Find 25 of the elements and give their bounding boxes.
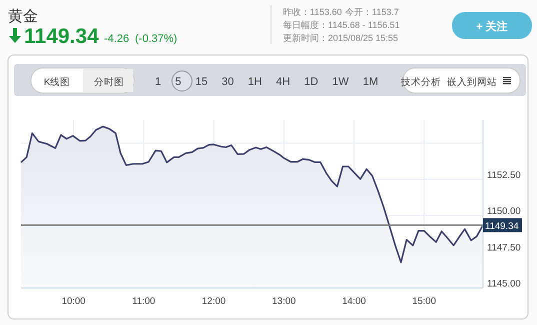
text: 更新时间：2015/08/25 15:55 [283, 33, 398, 43]
text: -4.26 [104, 33, 130, 45]
x-tick-label: 13:00 [272, 296, 296, 307]
text: 1 5 15 30 1H 4H 1D 1W 1M [155, 76, 378, 88]
x-tick-label: 10:00 [62, 296, 86, 307]
y-tick-label: 1147.50 [487, 242, 521, 254]
text: 技术分析 [400, 76, 441, 88]
x-tick-label: 14:00 [342, 296, 366, 307]
x-tick-label: 12:00 [202, 296, 226, 307]
x-tick-label: 15:00 [412, 296, 436, 307]
ref-line-label: 1149.34 [485, 221, 519, 232]
text: 昨收：1153.60 [283, 7, 342, 17]
y-tick-label: 1152.50 [487, 170, 521, 181]
text: K线图 [44, 76, 70, 88]
text: 嵌入到网站 [447, 76, 497, 88]
text: 今开：1153.7 [345, 7, 399, 17]
text: 分时图 [94, 76, 124, 88]
x-tick-label: 11:00 [132, 296, 156, 307]
text: 每日幅度：1145.68 - 1156.51 [283, 20, 400, 30]
y-tick-label: 1145.00 [487, 278, 521, 290]
text: + 关注 [476, 20, 508, 33]
text: 1149.34 [24, 25, 100, 48]
chart-title: 黄金 [8, 8, 38, 25]
text: (-0.37%) [135, 33, 178, 45]
y-tick-label: 1150.00 [487, 206, 521, 218]
